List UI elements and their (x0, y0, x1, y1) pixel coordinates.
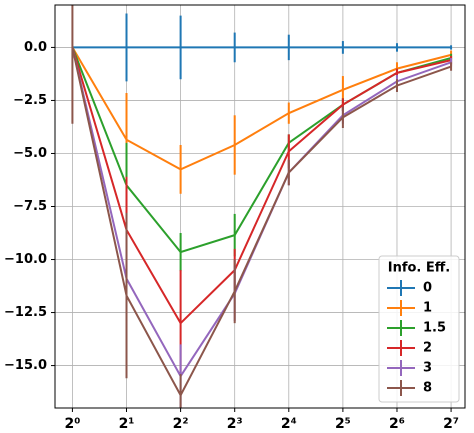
y-tick-label: −5.0 (13, 146, 47, 161)
x-tick-label: 2² (173, 416, 189, 432)
series-line (71, 47, 452, 254)
legend-label: 1 (423, 301, 432, 316)
x-tick-label: 2⁴ (281, 416, 297, 432)
y-tick-label: 0.0 (24, 40, 47, 55)
x-tick-label: 2¹ (119, 416, 135, 432)
legend-label: 8 (423, 381, 432, 396)
legend-label: 3 (423, 361, 432, 376)
y-tick-label: −15.0 (4, 358, 47, 373)
legend-label: 0 (423, 281, 432, 296)
x-tick-label: 2⁶ (389, 416, 405, 432)
y-tick-label: −12.5 (4, 305, 47, 320)
y-tick-label: −7.5 (13, 199, 47, 214)
plot-area (71, 5, 453, 408)
y-tick-label: −10.0 (4, 252, 47, 267)
legend-label: 1.5 (423, 321, 446, 336)
series-line (71, 46, 452, 171)
x-tick-label: 2⁰ (64, 416, 80, 432)
legend-label: 2 (423, 341, 432, 356)
series-line (71, 47, 452, 325)
legend: Info. Eff. 0 1 1.5 2 3 8 (378, 255, 460, 403)
legend-box (378, 255, 460, 403)
x-tick-label: 2⁵ (335, 416, 351, 432)
series-line (71, 47, 452, 398)
legend-title: Info. Eff. (388, 261, 451, 276)
x-tick-label: 2⁷ (443, 416, 459, 432)
x-tick-label: 2³ (227, 416, 243, 432)
y-tick-label: −2.5 (13, 93, 47, 108)
axes: 0.0 −2.5 −5.0 −7.5 −10.0 −12.5 −15.0 2⁰ 2¹ 2² 2³ 2⁴… (4, 40, 459, 432)
